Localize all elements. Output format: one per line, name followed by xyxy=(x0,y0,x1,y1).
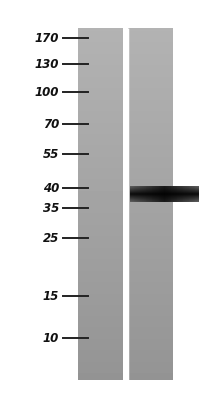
Bar xyxy=(138,186,139,202)
Bar xyxy=(144,186,145,202)
Bar xyxy=(163,186,164,202)
Bar xyxy=(131,186,132,202)
Bar xyxy=(137,186,138,202)
Bar xyxy=(141,186,142,202)
Bar xyxy=(179,186,180,202)
Text: 55: 55 xyxy=(43,148,59,160)
Bar xyxy=(183,186,184,202)
Bar xyxy=(136,186,137,202)
Bar xyxy=(153,186,154,202)
Bar xyxy=(134,186,135,202)
Bar xyxy=(180,186,181,202)
Bar xyxy=(184,186,185,202)
Bar xyxy=(196,186,197,202)
Text: 170: 170 xyxy=(35,32,59,44)
Bar xyxy=(151,186,152,202)
Bar xyxy=(159,186,160,202)
Bar xyxy=(166,186,167,202)
Bar xyxy=(165,186,166,202)
Bar xyxy=(155,186,156,202)
Text: 10: 10 xyxy=(43,332,59,344)
Text: 35: 35 xyxy=(43,202,59,214)
Bar xyxy=(162,186,163,202)
Bar xyxy=(135,186,136,202)
Bar xyxy=(164,186,165,202)
Bar xyxy=(197,186,198,202)
Bar xyxy=(190,186,191,202)
Bar xyxy=(145,186,146,202)
Bar xyxy=(171,186,172,202)
Bar xyxy=(156,186,157,202)
Bar xyxy=(176,186,177,202)
Bar xyxy=(143,186,144,202)
Bar xyxy=(139,186,140,202)
Bar xyxy=(157,186,158,202)
Bar xyxy=(132,186,133,202)
Bar xyxy=(149,186,150,202)
Bar xyxy=(167,186,168,202)
Bar xyxy=(142,186,143,202)
Bar xyxy=(178,186,179,202)
Bar xyxy=(191,186,192,202)
Bar xyxy=(175,186,176,202)
Bar xyxy=(195,186,196,202)
Bar xyxy=(182,186,183,202)
Bar xyxy=(140,186,141,202)
Text: 70: 70 xyxy=(43,118,59,130)
Bar xyxy=(187,186,188,202)
Text: 100: 100 xyxy=(35,86,59,98)
Bar xyxy=(169,186,170,202)
Bar xyxy=(188,186,190,202)
Bar xyxy=(198,186,199,202)
Bar xyxy=(194,186,195,202)
Bar xyxy=(185,186,186,202)
Bar xyxy=(168,186,169,202)
Bar xyxy=(170,186,171,202)
Bar xyxy=(154,186,155,202)
Bar xyxy=(146,186,147,202)
Bar xyxy=(186,186,187,202)
Bar xyxy=(130,186,131,202)
Bar xyxy=(174,186,175,202)
Bar xyxy=(192,186,193,202)
Text: 15: 15 xyxy=(43,290,59,302)
Bar xyxy=(158,186,159,202)
Bar xyxy=(152,186,153,202)
Bar xyxy=(160,186,161,202)
Bar xyxy=(173,186,174,202)
Bar xyxy=(133,186,134,202)
Bar xyxy=(150,186,151,202)
Bar xyxy=(181,186,182,202)
Bar xyxy=(161,186,162,202)
Bar xyxy=(177,186,178,202)
Bar xyxy=(172,186,173,202)
Text: 25: 25 xyxy=(43,232,59,244)
Text: 130: 130 xyxy=(35,58,59,70)
Bar xyxy=(147,186,148,202)
Bar xyxy=(148,186,149,202)
Text: 40: 40 xyxy=(43,182,59,194)
Bar xyxy=(193,186,194,202)
